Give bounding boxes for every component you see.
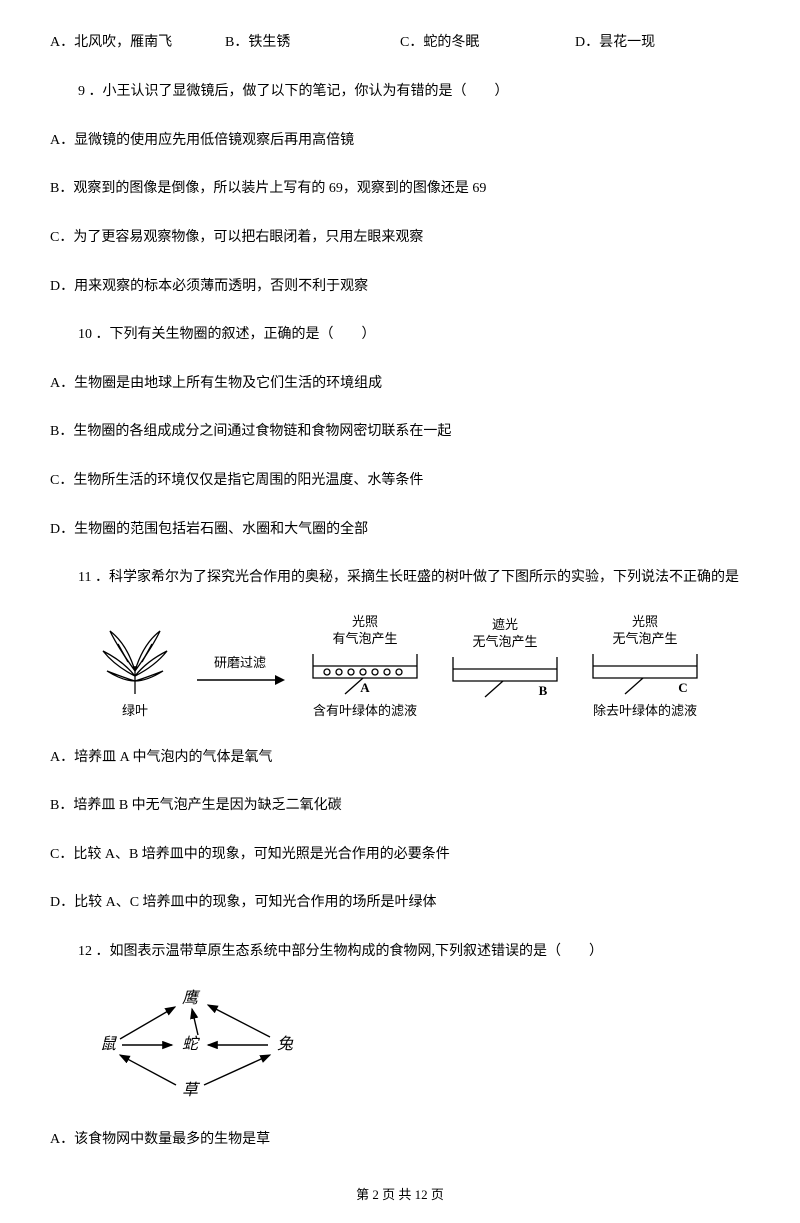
q12-foodweb-figure: 鹰 鼠 蛇 兔 草 (90, 987, 750, 1107)
leaf-icon (95, 626, 175, 698)
leaf-block: 绿叶 (95, 626, 175, 719)
dish-c-top1: 光照 (612, 614, 677, 631)
q9-option-b: B．观察到的图像是倒像，所以装片上写有的 69，观察到的图像还是 69 (50, 176, 750, 203)
q10-option-d: D．生物圈的范围包括岩石圈、水圈和大气圈的全部 (50, 517, 750, 544)
node-hawk: 鹰 (182, 989, 201, 1007)
dish-c-letter: C (678, 680, 687, 695)
leaf-label: 绿叶 (122, 700, 148, 719)
dish-a-icon: A (305, 648, 425, 698)
dish-a-bottom: 含有叶绿体的滤液 (313, 700, 417, 719)
q9-option-c: C．为了更容易观察物像，可以把右眼闭着，只用左眼来观察 (50, 225, 750, 252)
dish-c-icon: C (585, 648, 705, 698)
q11-option-d: D．比较 A、C 培养皿中的现象，可知光合作用的场所是叶绿体 (50, 890, 750, 917)
q11-option-c: C．比较 A、B 培养皿中的现象，可知光照是光合作用的必要条件 (50, 842, 750, 869)
grind-filter-arrow: 研磨过滤 (195, 652, 285, 689)
dish-b-top1: 遮光 (472, 617, 537, 634)
node-rabbit: 兔 (277, 1035, 294, 1053)
q8-option-d: D．昙花一现 (575, 30, 750, 55)
dish-a-top2: 有气泡产生 (332, 631, 397, 648)
q11-figure: 绿叶 研磨过滤 光照 有气泡产生 (50, 614, 750, 719)
q8-option-b: B．铁生锈 (225, 30, 400, 55)
q11-stem: 11 ．科学家希尔为了探究光合作用的奥秘，采摘生长旺盛的树叶做了下图所示的实验，… (50, 565, 750, 592)
arrow-label: 研磨过滤 (214, 652, 266, 671)
q8-option-c: C．蛇的冬眠 (400, 30, 575, 55)
q11-option-a: A．培养皿 A 中气泡内的气体是氧气 (50, 745, 750, 772)
q10-option-c: C．生物所生活的环境仅仅是指它周围的阳光温度、水等条件 (50, 468, 750, 495)
dish-a-top1: 光照 (332, 614, 397, 631)
dish-a-letter: A (360, 680, 370, 695)
q10-option-b: B．生物圈的各组成成分之间通过食物链和食物网密切联系在一起 (50, 419, 750, 446)
q9-option-d: D．用来观察的标本必须薄而透明，否则不利于观察 (50, 274, 750, 301)
q9-stem: 9 ．小王认识了显微镜后，做了以下的笔记，你认为有错的是（ ） (50, 79, 750, 106)
arrow-icon (195, 671, 285, 689)
dish-b-icon: B (445, 651, 565, 701)
page: A．北风吹，雁南飞 B．铁生锈 C．蛇的冬眠 D．昙花一现 9 ．小王认识了显微… (0, 0, 800, 1223)
node-grass: 草 (182, 1081, 201, 1099)
q9-option-a: A．显微镜的使用应先用低倍镜观察后再用高倍镜 (50, 128, 750, 155)
dish-a: 光照 有气泡产生 A 含有叶绿体的滤液 (305, 614, 425, 719)
dish-b-bottom (503, 703, 506, 719)
node-snake: 蛇 (182, 1035, 200, 1053)
dish-c: 光照 无气泡产生 C 除去叶绿体的滤液 (585, 614, 705, 719)
q12-stem: 12 ．如图表示温带草原生态系统中部分生物构成的食物网,下列叙述错误的是（ ） (50, 939, 750, 966)
dish-b-top2: 无气泡产生 (472, 634, 537, 651)
q11-option-b: B．培养皿 B 中无气泡产生是因为缺乏二氧化碳 (50, 793, 750, 820)
q8-options-row: A．北风吹，雁南飞 B．铁生锈 C．蛇的冬眠 D．昙花一现 (50, 30, 750, 55)
q10-stem: 10 ．下列有关生物圈的叙述，正确的是（ ） (50, 322, 750, 349)
dish-b: 遮光 无气泡产生 B (445, 617, 565, 719)
dish-c-bottom: 除去叶绿体的滤液 (593, 700, 697, 719)
page-footer: 第 2 页 共 12 页 (50, 1184, 750, 1203)
dish-b-letter: B (539, 683, 548, 698)
dish-c-top2: 无气泡产生 (612, 631, 677, 648)
q12-option-a: A．该食物网中数量最多的生物是草 (50, 1127, 750, 1154)
q8-option-a: A．北风吹，雁南飞 (50, 30, 225, 55)
node-mouse: 鼠 (100, 1035, 117, 1053)
q10-option-a: A．生物圈是由地球上所有生物及它们生活的环境组成 (50, 371, 750, 398)
foodweb-icon: 鹰 鼠 蛇 兔 草 (90, 987, 320, 1102)
